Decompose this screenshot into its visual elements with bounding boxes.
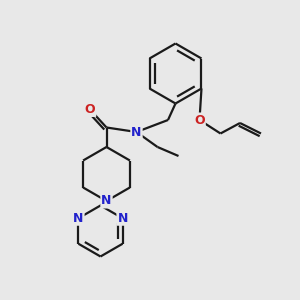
Text: N: N (117, 212, 128, 225)
Text: O: O (85, 103, 95, 116)
Text: N: N (73, 212, 84, 225)
Text: N: N (131, 125, 142, 139)
Text: N: N (101, 194, 112, 208)
Text: O: O (194, 113, 205, 127)
